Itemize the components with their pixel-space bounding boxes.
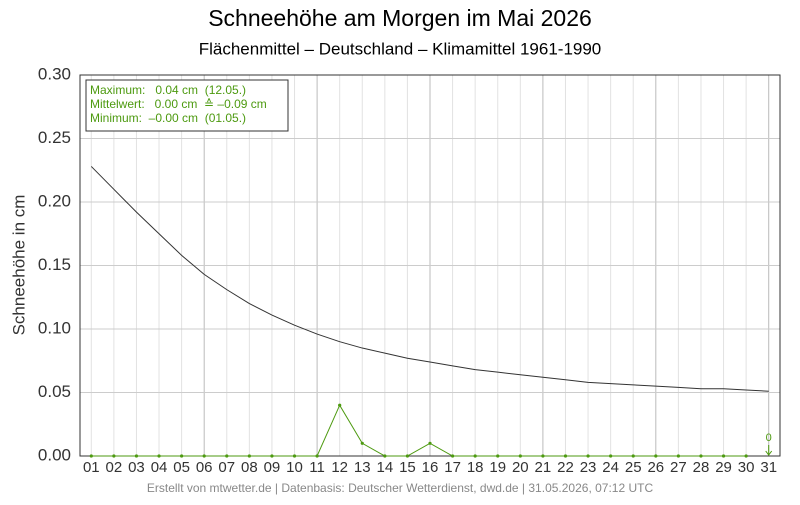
x-tick-label: 01 — [83, 459, 100, 476]
data-point — [721, 454, 726, 458]
x-tick-label: 07 — [218, 459, 235, 476]
data-point — [338, 403, 342, 407]
data-point — [315, 454, 319, 458]
y-tick-label: 0.10 — [38, 318, 71, 337]
x-tick-label: 12 — [331, 459, 348, 476]
data-point — [518, 454, 522, 458]
data-point — [473, 454, 477, 458]
data-point — [496, 454, 500, 458]
data-point — [134, 454, 139, 458]
x-tick-label: 27 — [670, 459, 687, 476]
data-point — [270, 454, 274, 458]
footer: Erstellt von mtwetter.de | Datenbasis: D… — [147, 481, 654, 495]
x-tick-label: 23 — [580, 459, 597, 476]
x-tick-label: 16 — [422, 459, 439, 476]
x-tick-label: 19 — [489, 459, 506, 476]
chart-title: Schneehöhe am Morgen im Mai 2026 — [208, 5, 592, 31]
data-point — [428, 441, 432, 445]
data-point — [247, 454, 251, 458]
x-tick-label: 28 — [693, 459, 710, 476]
data-point — [563, 454, 568, 458]
data-point — [609, 454, 613, 458]
data-point — [225, 454, 229, 458]
data-point — [89, 454, 93, 458]
plot-frame — [79, 74, 781, 457]
stats-text: Maximum: 0.04 cm (12.05.) — [90, 83, 246, 97]
x-tick-label: 06 — [196, 459, 213, 476]
data-point — [450, 454, 455, 458]
chart-subtitle: Flächenmittel – Deutschland – Klimamitte… — [199, 39, 602, 58]
data-point — [631, 454, 635, 458]
stats-text: Minimum: –0.00 cm (01.05.) — [90, 111, 246, 125]
x-tick-label: 17 — [444, 459, 461, 476]
x-tick-label: 08 — [241, 459, 258, 476]
x-tick-label: 15 — [399, 459, 416, 476]
y-tick-label: 0.30 — [38, 64, 71, 83]
data-point — [180, 454, 184, 458]
data-point — [744, 454, 748, 458]
data-point — [202, 454, 206, 458]
x-tick-label: 29 — [715, 459, 732, 476]
x-tick-label: 24 — [602, 459, 619, 476]
x-tick-label: 20 — [512, 459, 529, 476]
x-tick-label: 05 — [173, 459, 190, 476]
data-point — [676, 454, 680, 458]
x-tick-label: 30 — [738, 459, 755, 476]
x-tick-label: 26 — [647, 459, 664, 476]
annotation-arrow — [765, 445, 773, 456]
x-tick-label: 13 — [354, 459, 371, 476]
data-point — [541, 454, 545, 458]
data-point — [699, 454, 703, 458]
series-line — [90, 166, 769, 392]
x-tick-label: 09 — [264, 459, 281, 476]
x-tick-label: 04 — [151, 459, 168, 476]
data-point — [157, 454, 161, 458]
x-tick-label: 14 — [376, 459, 393, 476]
data-point — [112, 454, 116, 458]
x-tick-label: 21 — [535, 459, 552, 476]
data-point — [383, 454, 387, 458]
stats-box — [85, 79, 289, 132]
annotation: 0 — [766, 432, 772, 444]
y-tick-label: 0.15 — [38, 255, 71, 274]
x-tick-label: 22 — [557, 459, 574, 476]
data-point — [292, 454, 297, 458]
x-tick-label: 25 — [625, 459, 642, 476]
x-tick-label: 03 — [128, 459, 145, 476]
data-point — [586, 454, 590, 458]
y-tick-label: 0.20 — [38, 191, 71, 210]
x-tick-label: 10 — [286, 459, 303, 476]
x-tick-label: 18 — [467, 459, 484, 476]
data-point — [405, 454, 410, 458]
y-axis-label: Schneehöhe in cm — [9, 195, 28, 336]
data-point — [654, 454, 658, 458]
y-tick-label: 0.05 — [38, 382, 71, 401]
data-point — [360, 441, 364, 445]
x-tick-label: 11 — [309, 459, 325, 476]
stats-text: Mittelwert: 0.00 cm ≙ –0.09 cm — [90, 97, 267, 111]
y-tick-label: 0.00 — [38, 445, 71, 464]
series-line — [91, 404, 747, 457]
x-tick-label: 02 — [106, 459, 123, 476]
y-tick-label: 0.25 — [38, 128, 71, 147]
x-tick-label: 31 — [760, 459, 777, 476]
